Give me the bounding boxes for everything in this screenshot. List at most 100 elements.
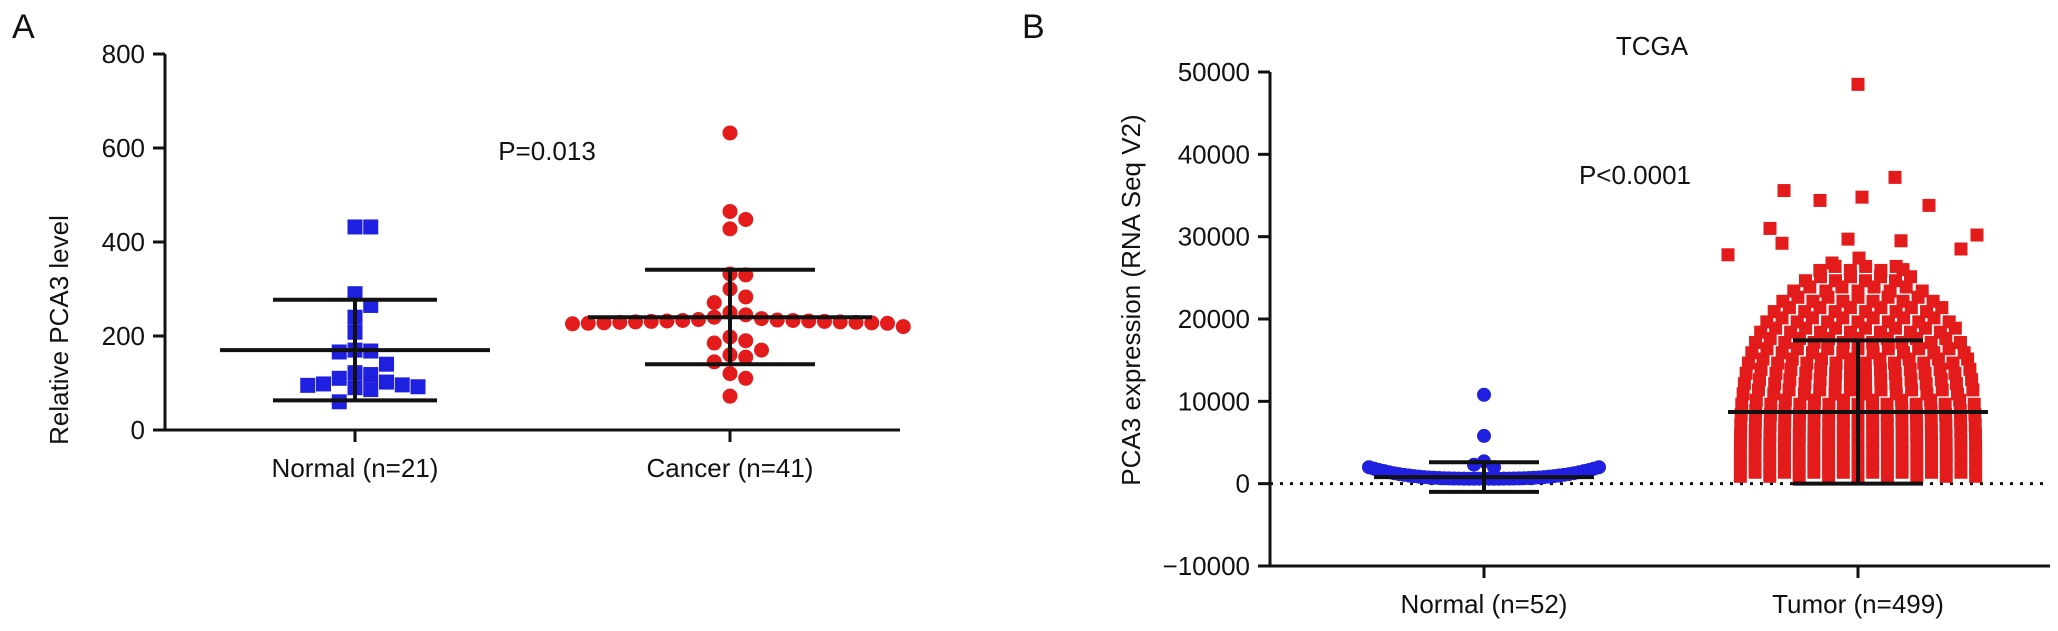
data-point-a: [722, 125, 738, 141]
data-point-b: [1969, 469, 1983, 483]
data-point-b: [1888, 356, 1902, 370]
data-point-b: [1895, 465, 1909, 479]
data-point-b: [1895, 424, 1909, 438]
data-point-b: [1814, 325, 1828, 339]
data-point-b: [1777, 445, 1791, 459]
data-point-b: [1763, 438, 1777, 452]
data-point-b: [1819, 284, 1833, 298]
data-point-b: [1798, 274, 1812, 288]
data-point-b: [1859, 274, 1873, 288]
data-point-b: [1946, 356, 1960, 370]
data-point-b: [1763, 418, 1777, 432]
data-point-b: [1924, 335, 1938, 349]
data-point-b: [1925, 445, 1939, 459]
data-point-b: [1843, 263, 1857, 277]
data-point-b: [1763, 469, 1777, 483]
data-point-a: [706, 354, 722, 370]
data-point-b: [1873, 325, 1887, 339]
data-point-b: [1748, 455, 1762, 469]
data-point-b: [1883, 284, 1897, 298]
data-point-b: [1858, 366, 1872, 380]
data-point-b: [1925, 455, 1939, 469]
chart-title-b: TCGA: [1616, 31, 1689, 61]
data-point-b: [1785, 352, 1799, 366]
data-point-b: [1733, 449, 1747, 463]
data-point-b: [1822, 397, 1836, 411]
data-point-b: [1949, 377, 1963, 391]
data-point-a: [738, 333, 754, 349]
data-point-b: [1851, 77, 1865, 91]
data-point-a: [580, 315, 596, 331]
data-point-b: [1939, 459, 1953, 473]
data-point-b: [1836, 455, 1850, 469]
data-point-b: [1954, 414, 1968, 428]
data-point-b: [1951, 387, 1965, 401]
data-point-a: [769, 312, 785, 328]
data-point-b: [1927, 346, 1941, 360]
data-point-b: [1787, 284, 1801, 298]
data-point-b: [1771, 356, 1785, 370]
data-point-b: [1778, 424, 1792, 438]
data-point-b: [1836, 445, 1850, 459]
data-point-b: [1828, 305, 1842, 319]
data-point-b: [1792, 459, 1806, 473]
data-point-b: [1844, 362, 1858, 376]
data-point-b: [1851, 315, 1865, 329]
data-point-b: [1828, 274, 1842, 288]
data-point-b: [1807, 455, 1821, 469]
data-point-b: [1764, 397, 1778, 411]
data-point-b: [1889, 387, 1903, 401]
x-tick-label-b: Tumor (n=499): [1772, 589, 1944, 619]
x-tick-label-a: Cancer (n=41): [647, 453, 814, 483]
data-point-b: [1917, 356, 1931, 370]
data-point-b: [1735, 397, 1749, 411]
data-point-b: [1825, 256, 1839, 270]
data-point-b: [1954, 434, 1968, 448]
data-point-b: [1783, 373, 1797, 387]
data-point-b: [1749, 335, 1763, 349]
data-point-b: [1963, 362, 1977, 376]
data-point-b: [1836, 424, 1850, 438]
data-point-b: [1915, 284, 1929, 298]
data-point-b: [1954, 465, 1968, 479]
data-point-a: [347, 286, 363, 302]
data-point-b: [1920, 305, 1934, 319]
data-point-b: [1753, 373, 1767, 387]
data-point-b: [1748, 414, 1762, 428]
data-point-b: [1797, 387, 1811, 401]
data-point-b: [1778, 335, 1792, 349]
data-point-b: [1751, 383, 1765, 397]
data-point-b: [1924, 434, 1938, 448]
data-point-b: [1843, 383, 1857, 397]
data-point-a: [880, 315, 895, 331]
data-point-b: [1778, 393, 1792, 407]
data-point-b: [1895, 434, 1909, 448]
data-point-a: [706, 335, 722, 351]
panel-label-b: B: [1022, 8, 1045, 46]
data-point-b: [1954, 242, 1968, 256]
data-point-b: [1866, 465, 1880, 479]
data-point-b: [1790, 342, 1804, 356]
data-point-b: [1767, 387, 1781, 401]
data-point-b: [1957, 346, 1971, 360]
data-point-a: [410, 379, 426, 395]
data-point-b: [1910, 449, 1924, 463]
data-point-b: [1881, 315, 1895, 329]
data-point-b: [1760, 315, 1774, 329]
data-point-b: [1880, 449, 1894, 463]
data-point-b: [1903, 325, 1917, 339]
data-point-b: [1939, 469, 1953, 483]
data-point-b: [1756, 352, 1770, 366]
data-point-b: [1822, 469, 1836, 483]
data-point-b: [1912, 315, 1926, 329]
data-point-b: [1739, 366, 1753, 380]
data-point-b: [1897, 346, 1911, 360]
data-point-b: [1874, 373, 1888, 387]
data-point-b: [1938, 397, 1952, 411]
data-point-b: [1969, 438, 1983, 452]
data-point-b: [1844, 325, 1858, 339]
data-point-a: [738, 211, 754, 227]
data-point-a: [722, 388, 738, 404]
data-point-b: [1836, 465, 1850, 479]
data-point-a: [738, 307, 754, 323]
